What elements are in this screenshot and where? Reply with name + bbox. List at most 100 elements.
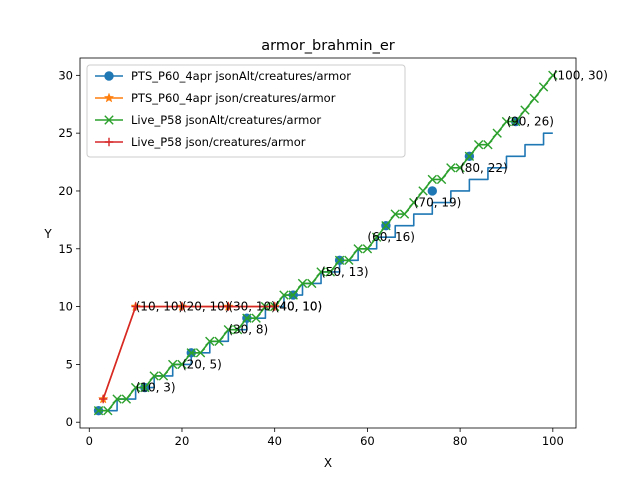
annotation-label: (20, 5) (182, 357, 222, 371)
x-tick-label: 60 (360, 434, 375, 448)
x-axis-ticks: 0 20 40 60 80 100 (86, 428, 564, 448)
series-3-point (455, 163, 465, 173)
annotation-label: (20, 10) (182, 300, 230, 314)
y-tick-label: 20 (58, 184, 73, 198)
y-tick-label: 15 (58, 242, 73, 256)
series-3-point (130, 382, 141, 393)
series-3-point (483, 140, 493, 150)
series-4-point (270, 302, 279, 311)
series-3-point (195, 348, 206, 358)
chart-title: armor_brahmin_er (261, 38, 395, 54)
y-tick-label: 0 (66, 415, 73, 429)
series-3-point (427, 174, 437, 185)
annotations: (10, 10)(20, 10)(30, 10)(40, 10) (10, 3) (… (136, 68, 608, 394)
series-1-point (427, 186, 437, 196)
series-3-point (223, 325, 234, 335)
series-3-point (168, 359, 178, 370)
series-3-point (93, 405, 104, 416)
series-3-point (390, 209, 400, 219)
x-tick-label: 40 (267, 434, 282, 448)
series-3-point (418, 186, 428, 196)
series-3-point (548, 70, 558, 81)
series-4-point (224, 302, 233, 311)
annotation-label: (100, 30) (553, 68, 608, 82)
series-3-point (446, 163, 456, 173)
annotation-label: (90, 26) (506, 115, 554, 129)
x-tick-label: 20 (175, 434, 190, 448)
series-3-point (501, 116, 512, 127)
annotation-label: (80, 22) (460, 161, 508, 175)
series-3-point (232, 325, 243, 335)
series-3-point (297, 278, 308, 289)
legend-marker (104, 71, 114, 81)
legend-marker (104, 115, 114, 125)
series-3-point (186, 348, 196, 358)
series-3-point (464, 151, 475, 161)
annotation-label: (60, 16) (367, 230, 415, 244)
series-3-point (205, 336, 215, 346)
x-axis-label: X (324, 456, 332, 470)
series-3-point (214, 336, 224, 346)
annotation-label: (30, 8) (228, 323, 268, 337)
series-3-point (344, 255, 354, 266)
legend-label: Live_P58 json/creatures/armor (131, 135, 306, 149)
series-3-point (520, 105, 530, 115)
series-3 (93, 70, 558, 416)
series-3-point (334, 255, 345, 266)
series-3-point (325, 267, 336, 277)
annotation-label: (40, 10) (275, 300, 323, 314)
series-3-point (149, 371, 159, 381)
series-3-point (381, 220, 391, 231)
series-3-point (399, 209, 410, 219)
y-axis-ticks: 0 5 10 15 20 25 30 (58, 68, 80, 429)
series-3-point (353, 244, 363, 254)
series-3-point (511, 116, 521, 127)
annotation-label: (30, 10) (228, 300, 276, 314)
y-tick-label: 10 (58, 300, 73, 314)
series-4-point (131, 302, 140, 311)
series-3-point (242, 313, 252, 323)
series-3-point (112, 394, 122, 404)
annotation-label: (50, 13) (321, 265, 369, 279)
series-3-point (316, 267, 326, 277)
series-3-point (307, 278, 317, 289)
y-tick-label: 25 (58, 126, 73, 140)
series-3-point (140, 382, 150, 393)
annotation-label: (40, 10) (275, 300, 323, 314)
series-3-point (288, 290, 298, 300)
series-3-point (251, 313, 261, 323)
annotation-label: (70, 19) (414, 196, 462, 210)
series-4-point (177, 302, 187, 311)
x-tick-label: 100 (542, 434, 564, 448)
series-3-point (279, 290, 289, 300)
legend-label: Live_P58 jsonAlt/creatures/armor (131, 113, 321, 127)
series-3-point (177, 359, 187, 370)
series-3-point (436, 174, 447, 185)
x-tick-label: 80 (453, 434, 468, 448)
series-3-point (103, 405, 113, 416)
y-axis-label: Y (43, 227, 52, 241)
y-tick-label: 30 (58, 68, 73, 82)
legend-label: PTS_P60_4apr jsonAlt/creatures/armor (131, 69, 351, 83)
x-tick-label: 0 (86, 434, 93, 448)
series-3-point (158, 371, 169, 381)
series-3-point (473, 140, 484, 150)
legend-frame (86, 64, 406, 158)
legend-label: PTS_P60_4apr json/creatures/armor (131, 91, 336, 105)
series-3-point (121, 394, 132, 404)
legend-marker (104, 137, 114, 147)
series-4-point (98, 394, 108, 404)
series-4 (98, 302, 279, 404)
annotation-label: (10, 3) (136, 381, 176, 395)
series-3-point (492, 128, 502, 138)
series-3-point (362, 244, 373, 254)
series-3-point (371, 232, 382, 242)
y-tick-label: 5 (66, 357, 73, 371)
series-3-point (529, 93, 539, 104)
plot-frame (79, 57, 577, 429)
series-3-point (538, 82, 549, 92)
legend: PTS_P60_4apr jsonAlt/creatures/armor PTS_… (86, 64, 406, 158)
annotation-label: (10, 10) (136, 300, 184, 314)
legend-marker (103, 92, 115, 103)
series-3-point (409, 197, 419, 208)
